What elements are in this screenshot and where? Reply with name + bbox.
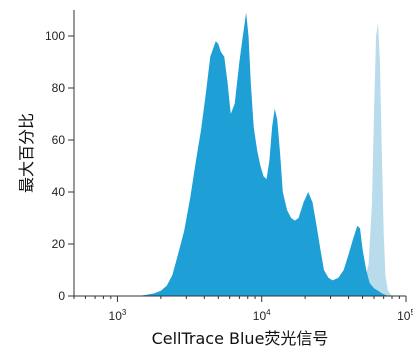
plot-area — [74, 12, 406, 296]
y-tick-label: 60 — [52, 133, 66, 147]
x-tick-label: 103 — [109, 308, 127, 323]
y-axis-ticks: 0 20 40 60 80 100 — [45, 29, 74, 303]
x-axis-title: CellTrace Blue荧光信号 — [152, 329, 329, 348]
x-tick-label: 104 — [253, 308, 271, 323]
y-tick-label: 0 — [58, 289, 65, 303]
x-axis-ticks: 103 104 105 — [73, 296, 413, 323]
x-tick-label: 105 — [397, 308, 413, 323]
y-axis-title: 最大百分比 — [17, 113, 36, 193]
y-tick-label: 100 — [45, 29, 65, 43]
y-tick-label: 20 — [52, 237, 66, 251]
histogram-area-series-2 — [74, 12, 406, 296]
series-layer — [74, 12, 406, 296]
y-tick-label: 80 — [52, 81, 66, 95]
histogram-area-series-1 — [74, 23, 406, 296]
y-tick-label: 40 — [52, 185, 66, 199]
